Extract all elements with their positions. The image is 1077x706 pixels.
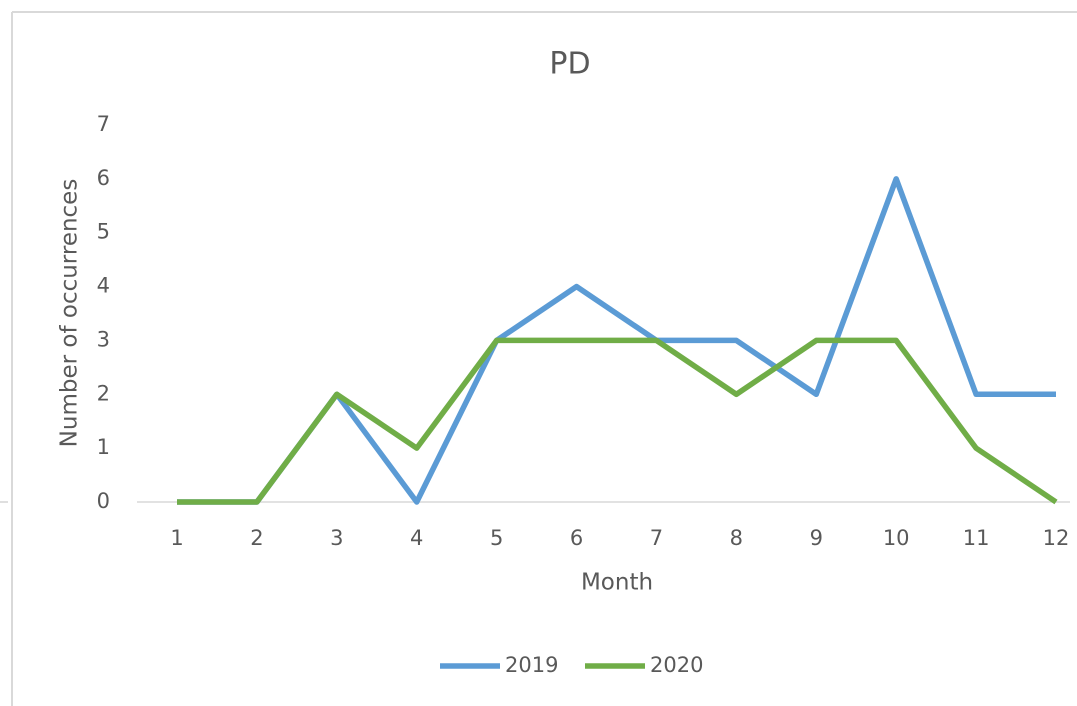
y-tick-label: 7	[97, 112, 110, 136]
x-tick-label: 8	[730, 526, 743, 550]
y-tick-label: 4	[97, 274, 110, 298]
x-tick-label: 2	[250, 526, 263, 550]
y-tick-label: 1	[97, 435, 110, 459]
y-tick-label: 0	[97, 489, 110, 513]
x-tick-label: 9	[810, 526, 823, 550]
y-axis-label: Number of occurrences	[57, 179, 83, 448]
x-tick-label: 7	[650, 526, 663, 550]
y-tick-label: 5	[97, 220, 110, 244]
y-tick-label: 6	[97, 166, 110, 190]
x-tick-label: 6	[570, 526, 583, 550]
x-axis-label: Month	[581, 570, 653, 596]
x-tick-label: 12	[1043, 526, 1070, 550]
legend-label: 2019	[505, 653, 558, 677]
x-tick-label: 11	[963, 526, 990, 550]
x-tick-label: 1	[170, 526, 183, 550]
x-tick-label: 3	[330, 526, 343, 550]
x-tick-label: 5	[490, 526, 503, 550]
x-tick-label: 10	[883, 526, 910, 550]
legend-label: 2020	[650, 653, 703, 677]
chart-title: PD	[549, 47, 590, 82]
x-tick-label: 4	[410, 526, 423, 550]
y-tick-label: 3	[97, 327, 110, 351]
series-line	[177, 337, 1058, 505]
y-tick-label: 2	[97, 381, 110, 405]
